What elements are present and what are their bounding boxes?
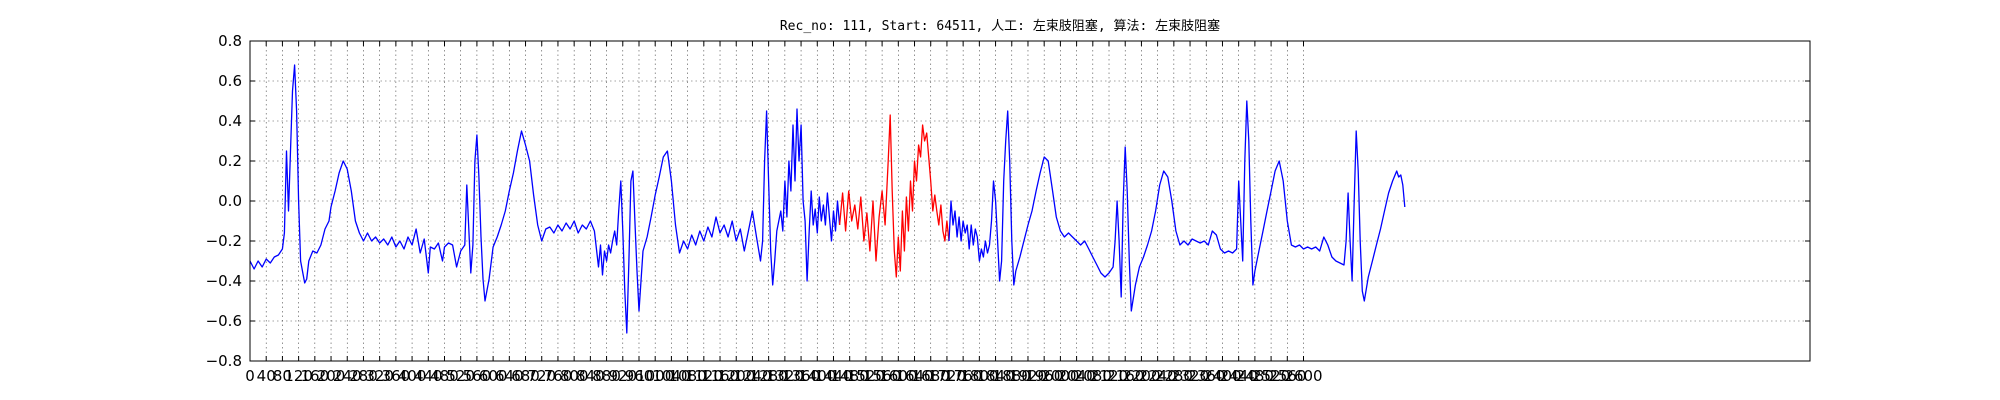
x-tick-label: 1840 (976, 367, 1014, 385)
chart-title: Rec_no: 111, Start: 64511, 人工: 左束肢阻塞, 算法… (780, 18, 1220, 34)
x-tick-label: 1480 (831, 367, 869, 385)
x-tick-label: 2360 (1187, 367, 1225, 385)
x-tick-label: 2000 (1041, 367, 1079, 385)
x-tick-label: 840 (576, 367, 605, 385)
x-tick-label: 440 (414, 367, 443, 385)
y-tick-label: −0.8 (206, 352, 242, 370)
x-tick-label: 1000 (636, 367, 674, 385)
x-tick-label: 600 (479, 367, 508, 385)
x-tick-label: 1640 (895, 367, 933, 385)
x-tick-label: 1960 (1025, 367, 1063, 385)
x-tick-label: 1800 (960, 367, 998, 385)
x-tick-label: 280 (349, 367, 378, 385)
x-tick-label: 1600 (879, 367, 917, 385)
x-tick-label: 1200 (717, 367, 755, 385)
y-tick-label: −0.6 (206, 312, 242, 330)
ecg-series-line (838, 114, 950, 278)
y-tick-label: −0.4 (206, 272, 242, 290)
x-tick-label: 2440 (1220, 367, 1258, 385)
x-tick-label: 2240 (1139, 367, 1177, 385)
x-tick-label: 2520 (1252, 367, 1290, 385)
y-tick-label: −0.2 (206, 232, 242, 250)
x-tick-label: 80 (273, 367, 292, 385)
x-tick-label: 480 (430, 367, 459, 385)
x-tick-label: 1880 (993, 367, 1031, 385)
x-tick-label: 2040 (1058, 367, 1096, 385)
y-tick-label: 0.8 (218, 32, 242, 50)
x-tick-label: 760 (544, 367, 573, 385)
y-tick-label: 0.2 (218, 152, 242, 170)
x-tick-label: 1400 (798, 367, 836, 385)
x-tick-label: 2560 (1268, 367, 1306, 385)
x-tick-label: 2480 (1236, 367, 1274, 385)
x-tick-label: 2200 (1122, 367, 1160, 385)
x-tick-label: 680 (511, 367, 540, 385)
x-tick-label: 1360 (782, 367, 820, 385)
x-tick-label: 160 (301, 367, 330, 385)
x-tick-label: 2160 (1106, 367, 1144, 385)
tick-layer: 0 408012016020024028032036040044048052056… (206, 32, 1810, 385)
x-tick-label: 520 (446, 367, 475, 385)
series-layer (249, 64, 1406, 334)
x-tick-label: 400 (398, 367, 427, 385)
x-tick-label: 1760 (944, 367, 982, 385)
x-tick-label: 2320 (1171, 367, 1209, 385)
x-tick-label: 360 (382, 367, 411, 385)
grid-layer (249, 40, 1810, 362)
x-tick-label: 1280 (750, 367, 788, 385)
x-tick-label: 1320 (766, 367, 804, 385)
x-tick-label: 1920 (1009, 367, 1047, 385)
x-tick-label: 1720 (928, 367, 966, 385)
y-tick-label: 0.6 (218, 72, 242, 90)
x-tick-label: 1120 (685, 367, 723, 385)
x-tick-label: 320 (365, 367, 394, 385)
x-tick-label: 1160 (701, 367, 739, 385)
y-tick-label: 0.0 (218, 192, 242, 210)
x-tick-label: 120 (284, 367, 313, 385)
x-tick-label: 2280 (1155, 367, 1193, 385)
x-tick-label: 880 (592, 367, 621, 385)
x-tick-label: 1040 (652, 367, 690, 385)
x-tick-label: 1240 (733, 367, 771, 385)
x-tick-label: 960 (625, 367, 654, 385)
ecg-series-line (249, 64, 841, 334)
x-tick-label: 40 (257, 367, 276, 385)
x-tick-label: 1560 (863, 367, 901, 385)
x-tick-label: 920 (608, 367, 637, 385)
x-tick-label: 560 (463, 367, 492, 385)
x-tick-label: 800 (560, 367, 589, 385)
x-tick-label: 640 (495, 367, 524, 385)
x-tick-label: 2120 (1090, 367, 1128, 385)
x-tick-label: 1080 (669, 367, 707, 385)
x-tick-label: 0 (245, 367, 255, 385)
x-tick-label: 1680 (912, 367, 950, 385)
x-tick-label: 1520 (847, 367, 885, 385)
x-tick-label: 240 (333, 367, 362, 385)
x-tick-label: 2400 (1203, 367, 1241, 385)
x-tick-label: 1440 (814, 367, 852, 385)
x-tick-label: 200 (317, 367, 346, 385)
ecg-series-line (948, 100, 1406, 312)
y-tick-label: 0.4 (218, 112, 242, 130)
x-tick-label: 2080 (1074, 367, 1112, 385)
x-tick-label: 720 (527, 367, 556, 385)
x-tick-label: 2600 (1284, 367, 1322, 385)
